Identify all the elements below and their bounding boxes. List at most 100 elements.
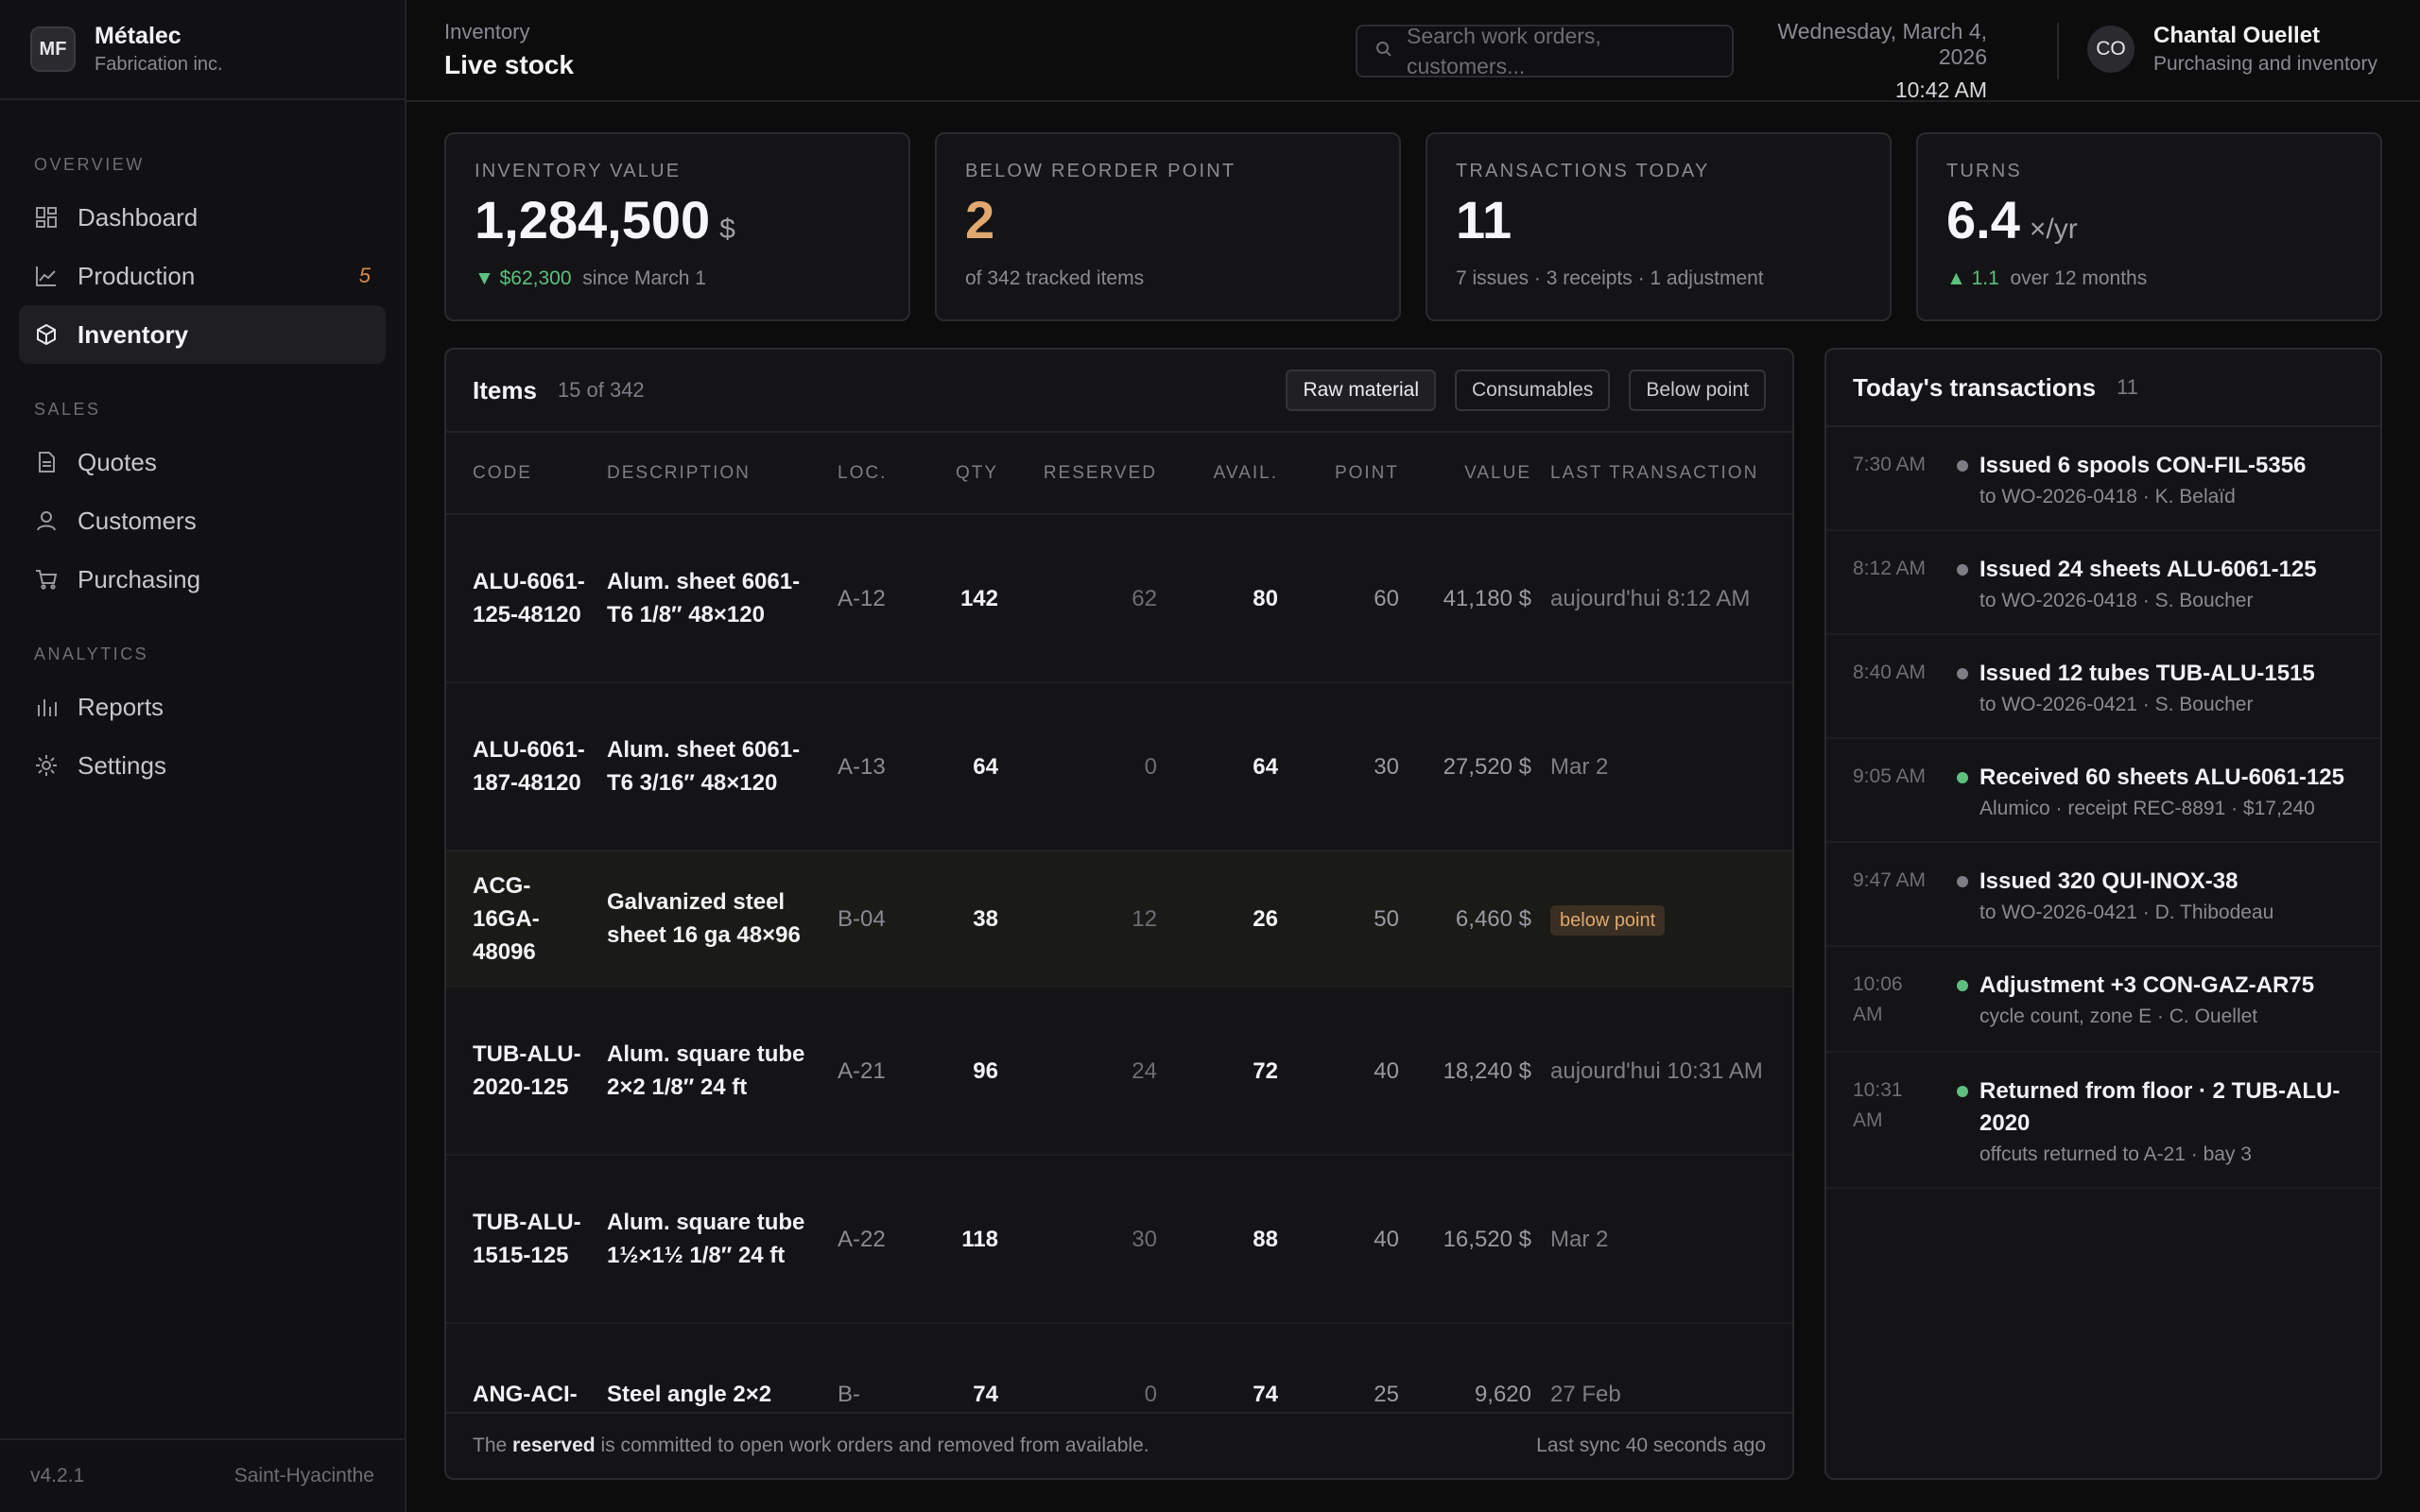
column-header[interactable]: POINT — [1288, 433, 1409, 515]
cell-value: 9,620 — [1409, 1323, 1541, 1406]
reserved-note-suffix: is committed to open work orders and rem… — [600, 1435, 1150, 1456]
sidebar-item-production[interactable]: Production 5 — [19, 247, 386, 305]
sidebar-item-label: Inventory — [78, 319, 189, 349]
search-input[interactable]: Search work orders, customers... — [1356, 24, 1734, 78]
kpi-label: TURNS — [1946, 161, 2022, 181]
transaction-detail: Alumico · receipt REC-8891 · $17,240 — [1979, 798, 2315, 819]
transaction-text: Issued 320 QUI-INOX-38 — [1979, 868, 2238, 894]
item-filters: Raw material Consumables Below point — [1286, 369, 1766, 411]
bar-chart-icon — [34, 695, 59, 719]
sidebar-item-inventory[interactable]: Inventory — [19, 305, 386, 364]
filter-raw-material[interactable]: Raw material — [1286, 369, 1437, 411]
transaction-item[interactable]: 10:06 AM Adjustment +3 CON-GAZ-AR75 cycl… — [1826, 947, 2380, 1053]
sidebar-item-label: Settings — [78, 750, 166, 780]
cell-qty: 38 — [913, 850, 1008, 988]
table-row[interactable]: ALU-6061-187-48120 Alum. sheet 6061-T6 3/… — [446, 682, 1792, 851]
cell-loc: A-22 — [828, 1155, 913, 1324]
column-header[interactable]: CODE — [446, 433, 597, 515]
brand[interactable]: MF Métalec Fabrication inc. — [0, 0, 405, 100]
transaction-detail: offcuts returned to A-21 · bay 3 — [1979, 1143, 2252, 1165]
table-row[interactable]: TUB-ALU-2020-125 Alum. square tube 2×2 1/… — [446, 987, 1792, 1156]
kpi-label: TRANSACTIONS TODAY — [1456, 161, 1710, 181]
kpi-value-row: 6.4 ×/yr — [1946, 194, 2352, 247]
filter-below-point[interactable]: Below point — [1629, 369, 1766, 411]
cell-reserved: 30 — [1008, 1155, 1167, 1324]
transaction-detail: cycle count, zone E · C. Ouellet — [1979, 1005, 2258, 1027]
main-content: Inventory Live stock Search work orders,… — [406, 0, 2420, 1512]
transaction-item[interactable]: 7:30 AM Issued 6 spools CON-FIL-5356 to … — [1826, 427, 2380, 531]
sidebar-item-quotes[interactable]: Quotes — [19, 433, 386, 491]
table-row[interactable]: ANG-ACI- Steel angle 2×2 B- 74 0 74 25 9,620 27 … — [446, 1323, 1792, 1406]
user-name: Chantal Ouellet — [2153, 23, 2321, 48]
column-header[interactable]: VALUE — [1409, 433, 1541, 515]
sidebar: MF Métalec Fabrication inc. OVERVIEW Dash… — [0, 0, 406, 1512]
avatar: CO — [2087, 26, 2135, 73]
cell-qty: 74 — [913, 1323, 1008, 1406]
datetime: Wednesday, March 4, 2026 10:42 AM — [1753, 19, 1987, 103]
cell-qty: 64 — [913, 682, 1008, 851]
kpi-caption: of 342 tracked items — [965, 267, 1145, 289]
cell-value: 27,520 $ — [1409, 682, 1541, 851]
items-table-scroll[interactable]: CODE DESCRIPTION LOC. QTY RESERVED AVAIL. POIN… — [446, 433, 1792, 1406]
cell-last: aujourd'hui 10:31 AM — [1541, 987, 1792, 1156]
status-badge: below point — [1550, 904, 1666, 936]
cell-desc: Galvanized steel sheet 16 ga 48×96 — [597, 850, 828, 988]
transaction-text: Issued 24 sheets ALU-6061-125 — [1979, 557, 2317, 582]
items-footer: The reserved is committed to open work o… — [446, 1412, 1792, 1478]
sidebar-item-label: Customers — [78, 506, 197, 535]
transaction-item[interactable]: 9:47 AM Issued 320 QUI-INOX-38 to WO-202… — [1826, 843, 2380, 947]
column-header[interactable]: AVAIL. — [1167, 433, 1288, 515]
cell-loc: A-21 — [828, 987, 913, 1156]
sidebar-item-purchasing[interactable]: Purchasing — [19, 550, 386, 609]
kpi-unit: $ — [719, 214, 735, 245]
transaction-text: Issued 6 spools CON-FIL-5356 — [1979, 453, 2307, 478]
sidebar-item-settings[interactable]: Settings — [19, 736, 386, 795]
kpi-card: INVENTORY VALUE 1,284,500 $ ▼ $62,300 si… — [444, 132, 910, 321]
column-header[interactable]: QTY — [913, 433, 1008, 515]
sidebar-item-label: Reports — [78, 692, 164, 721]
items-count: 15 of 342 — [557, 378, 645, 402]
kpi-value-row: 1,284,500 $ — [475, 194, 880, 247]
kpi-card: TRANSACTIONS TODAY 11 7 issues · 3 recei… — [1426, 132, 1892, 321]
site-location: Saint-Hyacinthe — [233, 1465, 374, 1486]
transaction-detail: to WO-2026-0418 · K. Belaïd — [1979, 486, 2236, 507]
search-placeholder: Search work orders, customers... — [1407, 24, 1601, 78]
transaction-summary: Issued 24 sheets ALU-6061-125 — [1957, 554, 2354, 586]
sidebar-item-customers[interactable]: Customers — [19, 491, 386, 550]
kpi-cards: INVENTORY VALUE 1,284,500 $ ▼ $62,300 si… — [444, 132, 2382, 321]
cell-loc: B-04 — [828, 850, 913, 988]
sidebar-item-reports[interactable]: Reports — [19, 678, 386, 736]
transactions-panel: Today's transactions 11 7:30 AM Issued 6… — [1824, 348, 2382, 1480]
nav-section-label: OVERVIEW — [34, 155, 145, 174]
transaction-text: Received 60 sheets ALU-6061-125 — [1979, 765, 2344, 790]
kpi-caption: since March 1 — [582, 267, 706, 289]
user-menu[interactable]: CO Chantal Ouellet Purchasing and invent… — [2087, 23, 2377, 76]
sidebar-item-label: Quotes — [78, 447, 157, 476]
items-title: Items — [473, 375, 537, 404]
transaction-item[interactable]: 8:40 AM Issued 12 tubes TUB-ALU-1515 to … — [1826, 635, 2380, 739]
breadcrumb[interactable]: Inventory — [444, 20, 530, 43]
transaction-item[interactable]: 10:31 AM Returned from floor · 2 TUB-ALU… — [1826, 1053, 2380, 1189]
transaction-summary: Received 60 sheets ALU-6061-125 — [1957, 762, 2354, 794]
column-header[interactable]: DESCRIPTION — [597, 433, 828, 515]
sidebar-item-label: Dashboard — [78, 202, 199, 232]
search-icon — [1374, 40, 1393, 63]
column-header[interactable]: LAST TRANSACTION — [1541, 433, 1792, 515]
transaction-item[interactable]: 8:12 AM Issued 24 sheets ALU-6061-125 to… — [1826, 531, 2380, 635]
brand-name: Métalec — [95, 23, 182, 49]
column-header[interactable]: RESERVED — [1008, 433, 1167, 515]
status-dot-icon — [1957, 876, 1968, 887]
reserved-note-bold: reserved — [512, 1435, 596, 1456]
user-role: Purchasing and inventory — [2153, 53, 2377, 75]
table-row[interactable]: ACG-16GA-48096 Galvanized steel sheet 16 … — [446, 850, 1792, 988]
table-row[interactable]: TUB-ALU-1515-125 Alum. square tube 1½×1½ … — [446, 1155, 1792, 1324]
table-row[interactable]: ALU-6061-125-48120 Alum. sheet 6061-T6 1/… — [446, 514, 1792, 683]
sidebar-item-dashboard[interactable]: Dashboard — [19, 188, 386, 247]
column-header[interactable]: LOC. — [828, 433, 913, 515]
header-divider — [2057, 23, 2059, 79]
reserved-note-prefix: The — [473, 1435, 508, 1456]
cell-avail: 64 — [1167, 682, 1288, 851]
transaction-item[interactable]: 9:05 AM Received 60 sheets ALU-6061-125 … — [1826, 739, 2380, 843]
filter-consumables[interactable]: Consumables — [1455, 369, 1611, 411]
cell-desc: Alum. square tube 1½×1½ 1/8″ 24 ft — [597, 1155, 828, 1324]
